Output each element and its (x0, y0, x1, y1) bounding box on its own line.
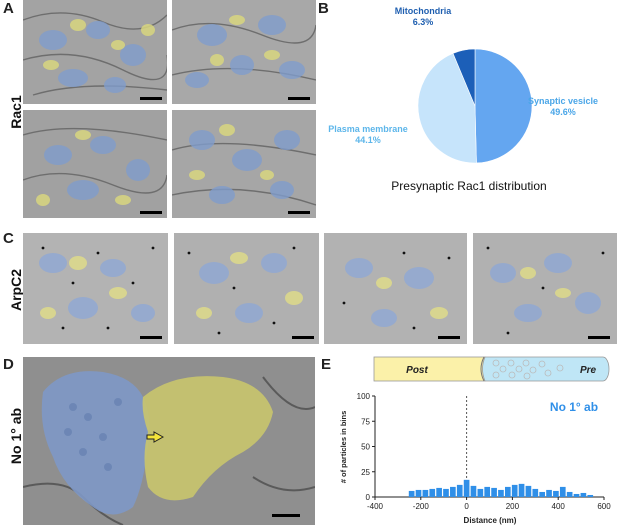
y-tick-label: 0 (366, 493, 371, 502)
histogram-bar (443, 488, 449, 497)
pie-label-plasma-membrane: Plasma membrane (328, 124, 408, 134)
histogram-bar (456, 484, 463, 497)
histogram-bar (436, 487, 442, 497)
row-label-rac1: Rac1 (8, 95, 24, 129)
histogram-bar (587, 494, 594, 497)
x-tick-label: 400 (552, 502, 566, 511)
histogram-bar (539, 491, 546, 497)
histogram-bar (429, 488, 436, 497)
vesicle-icons (492, 359, 564, 380)
y-tick-label: 75 (361, 417, 370, 426)
y-tick-label: 25 (361, 468, 370, 477)
histogram-bar (408, 490, 415, 497)
pie-percent-mitochondria: 6.3% (413, 17, 434, 27)
pie-chart: Mitochondria 6.3% Synaptic vesicle 49.6%… (328, 6, 598, 193)
em-image-arpc2-1 (23, 233, 168, 344)
histogram-bar (573, 493, 580, 497)
x-tick-label: 200 (506, 502, 520, 511)
pie-slice-mitochondria (452, 48, 476, 107)
histogram-bar (470, 485, 477, 497)
histogram-bar (463, 479, 470, 497)
pie-chart-title: Presynaptic Rac1 distribution (391, 179, 546, 193)
x-tick-label: -400 (367, 502, 384, 511)
histogram-bar (532, 488, 539, 497)
pie-slice-synaptic-vesicle (474, 48, 533, 164)
pre-label: Pre (580, 365, 597, 376)
panel-letter-c: C (3, 230, 14, 247)
histogram-bar (518, 483, 525, 497)
histogram-panel: Post Pre 0 25 50 75 100 -400 -200 0 200 400 600 N… (339, 356, 611, 525)
row-label-no-primary-ab: No 1° ab (8, 407, 24, 465)
histogram-bar (553, 490, 559, 497)
em-image-rac1-1 (23, 0, 167, 104)
em-image-arpc2-2 (174, 233, 319, 344)
scale-bar (140, 211, 162, 214)
scale-bar (140, 97, 162, 100)
y-ticks: 0 25 50 75 100 (357, 392, 375, 502)
pie-slices (417, 48, 533, 164)
histogram-bar (566, 491, 573, 497)
scale-bar (272, 514, 300, 517)
histogram-bars (408, 479, 594, 497)
histogram-bar (422, 489, 429, 497)
histogram-bar (415, 489, 422, 497)
scale-bar (288, 211, 310, 214)
x-tick-label: 600 (597, 502, 611, 511)
y-tick-label: 50 (361, 443, 370, 452)
em-image-no-primary-ab (23, 357, 315, 525)
em-image-arpc2-3 (324, 233, 467, 344)
x-ticks: -400 -200 0 200 400 600 (367, 497, 611, 511)
histogram-bar (580, 492, 587, 497)
histogram-bar (511, 484, 518, 497)
histogram-bar (477, 488, 484, 497)
em-image-rac1-4 (172, 110, 316, 218)
x-tick-label: -200 (413, 502, 430, 511)
scale-bar (140, 336, 162, 339)
em-image-arpc2-4 (473, 233, 617, 344)
scale-bar (288, 97, 310, 100)
pie-percent-plasma-membrane: 44.1% (355, 135, 381, 145)
x-tick-label: 0 (464, 502, 469, 511)
panel-letter-e: E (321, 356, 332, 373)
histogram-bar (491, 487, 497, 497)
y-axis-label: # of particles in bins (339, 411, 348, 484)
panel-letter-d: D (3, 356, 14, 373)
post-synaptic-region (373, 356, 486, 382)
em-image-rac1-2 (172, 0, 316, 104)
row-label-arpc2: ArpC2 (8, 269, 24, 312)
histogram-bar (498, 489, 504, 497)
pie-slice-plasma-membrane (417, 53, 477, 164)
pie-label-mitochondria: Mitochondria (395, 6, 452, 16)
histogram-bar (546, 489, 552, 497)
histogram-bar (525, 485, 532, 497)
pie-label-synaptic-vesicle: Synaptic vesicle (528, 96, 598, 106)
histogram-bar (559, 486, 566, 497)
histogram-bar (484, 486, 491, 497)
x-axis-label: Distance (nm) (464, 516, 517, 525)
em-image-rac1-3 (23, 110, 167, 218)
scale-bar (438, 336, 460, 339)
post-label: Post (406, 365, 428, 376)
histogram-annotation: No 1° ab (550, 400, 598, 414)
histogram-bar (450, 486, 456, 497)
scale-bar (588, 336, 610, 339)
panel-letter-b: B (318, 0, 329, 17)
panel-letter-a: A (3, 0, 14, 17)
pie-percent-synaptic-vesicle: 49.6% (550, 107, 576, 117)
y-tick-label: 100 (357, 392, 371, 401)
histogram-bar (504, 486, 511, 497)
scale-bar (292, 336, 314, 339)
